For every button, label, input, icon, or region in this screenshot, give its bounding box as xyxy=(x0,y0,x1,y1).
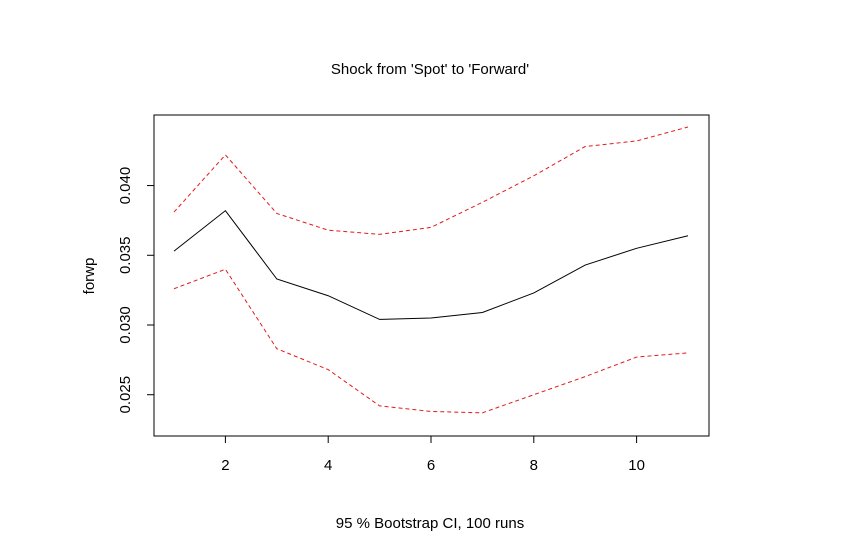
x-axis: 2 4 6 8 10 xyxy=(221,435,645,474)
y-axis-label: forwp xyxy=(81,258,98,295)
series-line-upper xyxy=(173,126,689,235)
x-tick-label-6: 6 xyxy=(427,457,435,474)
x-tick-label-4: 4 xyxy=(324,457,332,474)
x-tick-label-2: 2 xyxy=(221,457,229,474)
y-tick-label-0.035: 0.035 xyxy=(117,237,134,275)
series-line-estimate xyxy=(173,209,689,320)
series-layer xyxy=(173,126,689,414)
x-axis-label: 95 % Bootstrap CI, 100 runs xyxy=(336,515,524,532)
y-tick-label-0.025: 0.025 xyxy=(117,376,134,414)
y-axis: 0.025 0.030 0.035 0.040 xyxy=(117,167,155,414)
y-tick-label-0.040: 0.040 xyxy=(117,167,134,205)
series-line-lower xyxy=(173,268,689,414)
y-tick-label-0.030: 0.030 xyxy=(117,306,134,344)
chart-title: Shock from 'Spot' to 'Forward' xyxy=(331,61,529,78)
x-tick-label-8: 8 xyxy=(530,457,538,474)
x-tick-label-10: 10 xyxy=(628,457,645,474)
